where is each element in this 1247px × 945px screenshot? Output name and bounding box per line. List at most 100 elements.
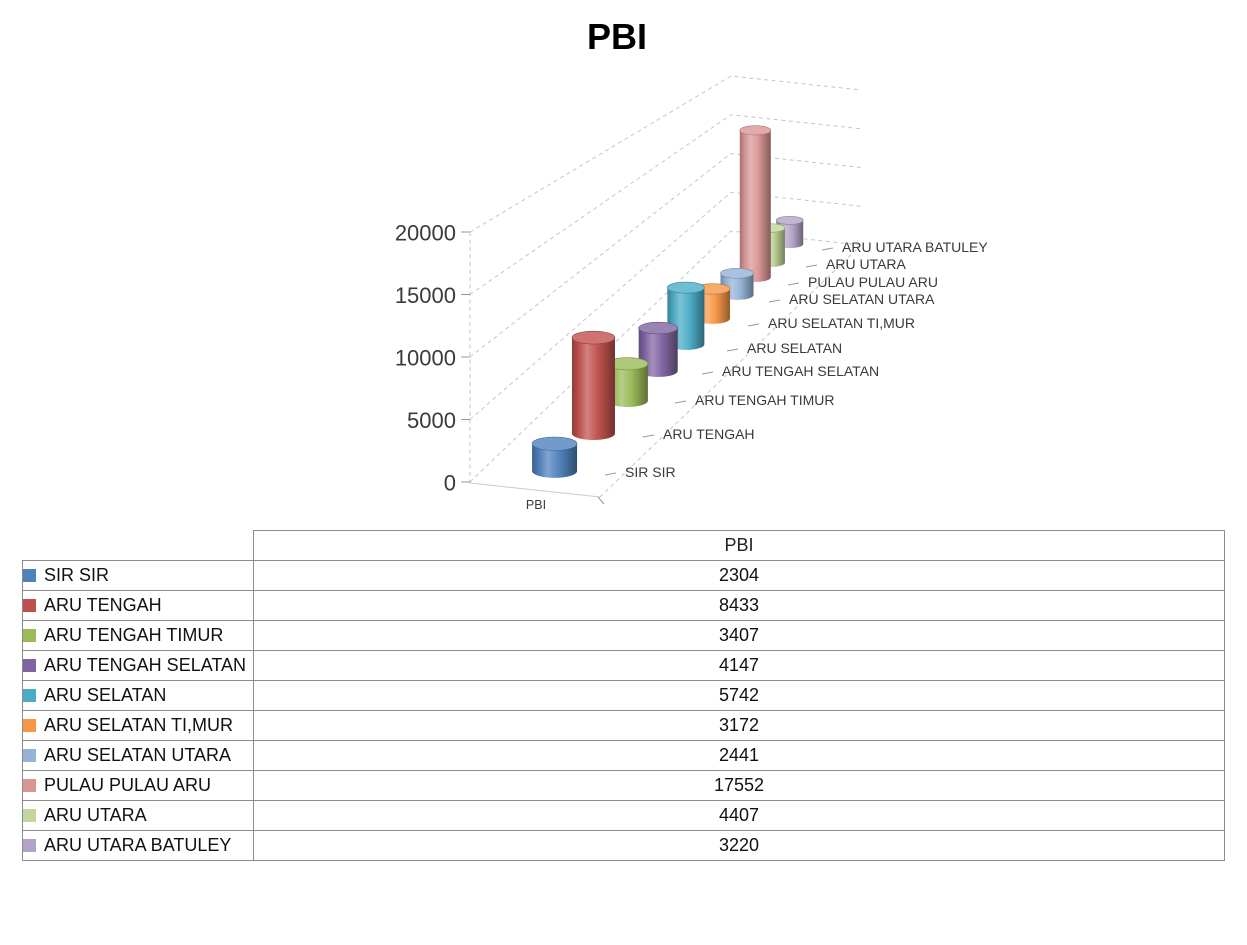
row-label-cell: ARU SELATAN UTARA bbox=[22, 739, 254, 771]
row-label: ARU TENGAH bbox=[44, 594, 162, 615]
row-label-cell: SIR SIR bbox=[22, 559, 254, 591]
value-axis-label-10000: 10000 bbox=[395, 346, 456, 371]
cylinder-pulau-pulau-aru[interactable] bbox=[739, 125, 772, 282]
series-axis-label: PBI bbox=[526, 498, 546, 512]
category-label-aru-utara: ARU UTARA bbox=[826, 256, 907, 272]
row-label-cell: ARU TENGAH bbox=[22, 589, 254, 621]
gridline-20000 bbox=[469, 75, 862, 233]
table-header-row: PBI bbox=[23, 530, 1225, 561]
cylinder-body[interactable] bbox=[638, 328, 678, 377]
cylinder-top[interactable] bbox=[775, 215, 804, 225]
gridline-5000 bbox=[469, 191, 862, 420]
row-label-cell: ARU SELATAN TI,MUR bbox=[22, 709, 254, 741]
category-tick-sir-sir bbox=[604, 472, 617, 476]
row-label: ARU TENGAH SELATAN bbox=[44, 654, 247, 675]
cylinder-top[interactable] bbox=[571, 330, 616, 345]
legend-swatch-icon bbox=[23, 688, 36, 702]
row-value: 4147 bbox=[253, 649, 1225, 681]
table-row: ARU SELATAN UTARA 2441 bbox=[22, 739, 1225, 771]
row-value: 3407 bbox=[253, 619, 1225, 651]
cylinder-top[interactable] bbox=[739, 125, 772, 136]
row-value: 5742 bbox=[253, 679, 1225, 711]
row-label-cell: ARU UTARA bbox=[22, 799, 254, 831]
row-value: 2441 bbox=[253, 739, 1225, 771]
row-label-cell: ARU TENGAH TIMUR bbox=[22, 619, 254, 651]
row-label-cell: ARU SELATAN bbox=[22, 679, 254, 711]
row-label: ARU TENGAH TIMUR bbox=[44, 624, 224, 645]
cylinder-aru-tengah[interactable] bbox=[571, 330, 616, 441]
row-value: 3220 bbox=[253, 829, 1225, 861]
row-label: PULAU PULAU ARU bbox=[44, 774, 212, 795]
row-label-cell: ARU TENGAH SELATAN bbox=[22, 649, 254, 681]
table-row: ARU UTARA BATULEY 3220 bbox=[22, 829, 1225, 861]
cylinder-body[interactable] bbox=[606, 363, 648, 407]
chart-title: PBI bbox=[586, 16, 647, 57]
row-label-cell: PULAU PULAU ARU bbox=[22, 769, 254, 801]
category-label-pulau-pulau-aru: PULAU PULAU ARU bbox=[808, 274, 938, 290]
category-tick-aru-utara-batuley bbox=[821, 247, 834, 251]
category-tick-aru-selatan-utara bbox=[768, 299, 781, 303]
row-label: ARU SELATAN bbox=[44, 684, 167, 705]
legend-swatch-icon bbox=[23, 808, 36, 822]
table-row: ARU SELATAN 5742 bbox=[22, 679, 1225, 711]
category-tick-aru-utara bbox=[805, 264, 818, 268]
category-tick-pulau-pulau-aru bbox=[787, 282, 800, 286]
legend-swatch-icon bbox=[23, 658, 36, 672]
row-value: 8433 bbox=[253, 589, 1225, 621]
3d-cylinder-chart[interactable]: 0 5000 10000 15000 20000 SIR SIR ARU TENGAH ARU… bbox=[0, 0, 1247, 525]
row-label: SIR SIR bbox=[44, 564, 110, 585]
table-row: SIR SIR 2304 bbox=[22, 559, 1225, 591]
category-tick-aru-tengah bbox=[642, 434, 655, 438]
value-axis-label-0: 0 bbox=[444, 471, 456, 496]
cylinder-top[interactable] bbox=[667, 281, 705, 294]
table-row: ARU UTARA 4407 bbox=[22, 799, 1225, 831]
table-row: PULAU PULAU ARU 17552 bbox=[22, 769, 1225, 801]
category-label-aru-selatan: ARU SELATAN bbox=[747, 340, 842, 356]
category-tick-aru-tengah-timur bbox=[674, 400, 687, 404]
category-label-aru-tengah-selatan: ARU TENGAH SELATAN bbox=[722, 363, 879, 379]
table-row: ARU TENGAH 8433 bbox=[22, 589, 1225, 621]
cylinder-top[interactable] bbox=[720, 268, 754, 279]
value-axis-label-15000: 15000 bbox=[395, 283, 456, 308]
table-row: ARU SELATAN TI,MUR 3172 bbox=[22, 709, 1225, 741]
row-value: 3172 bbox=[253, 709, 1225, 741]
table-header-pbi: PBI bbox=[253, 530, 1225, 561]
row-value: 4407 bbox=[253, 799, 1225, 831]
table-row: ARU TENGAH SELATAN 4147 bbox=[22, 649, 1225, 681]
category-label-aru-utara-batuley: ARU UTARA BATULEY bbox=[842, 239, 988, 255]
value-axis-label-5000: 5000 bbox=[407, 408, 456, 433]
legend-swatch-icon bbox=[23, 778, 36, 792]
row-label: ARU SELATAN TI,MUR bbox=[44, 714, 234, 735]
cylinder-aru-tengah-selatan[interactable] bbox=[638, 321, 678, 377]
cylinder-body[interactable] bbox=[571, 337, 615, 441]
row-label: ARU SELATAN UTARA bbox=[44, 744, 232, 765]
cylinder-top[interactable] bbox=[638, 321, 678, 335]
row-label: ARU UTARA BATULEY bbox=[44, 834, 232, 855]
chart-data-table: PBI SIR SIR 2304 ARU TENGAH 8433 ARU TENGAH … bbox=[22, 530, 1225, 861]
value-axis-label-20000: 20000 bbox=[395, 221, 456, 246]
row-label: ARU UTARA bbox=[44, 804, 147, 825]
cylinder-top[interactable] bbox=[531, 436, 578, 451]
cylinder-body[interactable] bbox=[739, 130, 771, 282]
table-row: ARU TENGAH TIMUR 3407 bbox=[22, 619, 1225, 651]
category-tick-aru-selatan bbox=[726, 348, 739, 352]
row-value: 17552 bbox=[253, 769, 1225, 801]
category-label-sir-sir: SIR SIR bbox=[625, 464, 676, 480]
floor-front-edge bbox=[469, 482, 601, 498]
legend-swatch-icon bbox=[23, 628, 36, 642]
table-header-blank-cell bbox=[23, 531, 254, 561]
legend-swatch-icon bbox=[23, 718, 36, 732]
gridline-10000 bbox=[469, 152, 862, 358]
legend-swatch-icon bbox=[23, 568, 36, 582]
cylinder-body[interactable] bbox=[532, 443, 578, 478]
legend-swatch-icon bbox=[23, 598, 36, 612]
category-axis-line bbox=[599, 244, 862, 498]
row-label-cell: ARU UTARA BATULEY bbox=[22, 829, 254, 861]
row-value: 2304 bbox=[253, 559, 1225, 591]
cylinder-aru-tengah-timur[interactable] bbox=[606, 357, 649, 407]
cylinder-sir-sir[interactable] bbox=[531, 436, 578, 478]
category-label-aru-selatan-ti-mur: ARU SELATAN TI,MUR bbox=[768, 315, 915, 331]
category-tick-aru-selatan-ti-mur bbox=[747, 323, 760, 327]
category-label-aru-tengah: ARU TENGAH bbox=[663, 426, 755, 442]
